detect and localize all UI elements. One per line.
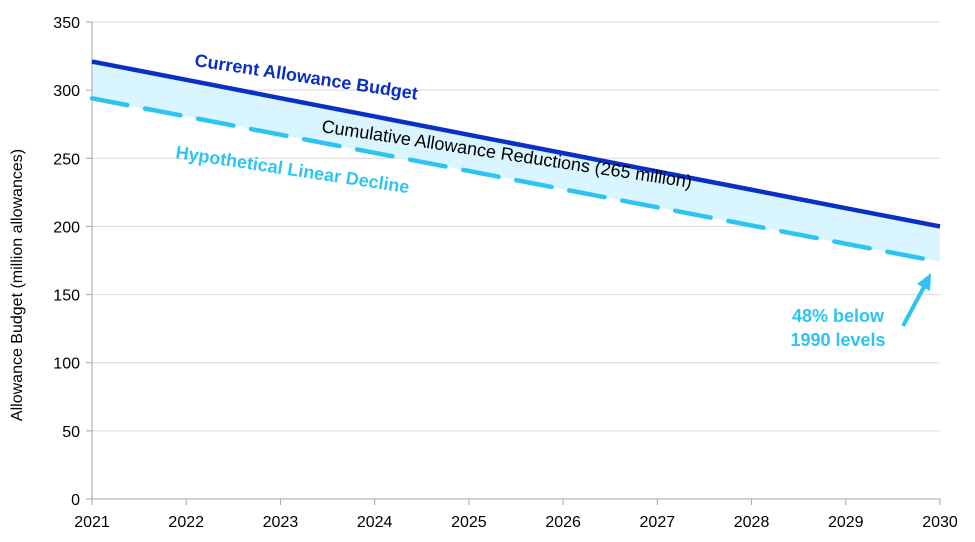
- y-axis-label: Allowance Budget (million allowances): [9, 149, 26, 421]
- annotation-line-1: 48% below: [792, 306, 885, 326]
- cumulative-reduction-band: [92, 61, 940, 262]
- x-tick-label: 2025: [451, 514, 487, 531]
- x-tick-label: 2022: [168, 514, 204, 531]
- y-tick-label: 150: [53, 288, 80, 305]
- y-tick-label: 250: [53, 151, 80, 168]
- x-tick-label: 2021: [74, 514, 110, 531]
- series-line-current: [91, 59, 941, 229]
- y-tick-label: 350: [53, 15, 80, 32]
- series-line-hypothetical: [89, 96, 943, 265]
- x-tick-label: 2026: [545, 514, 581, 531]
- axes: 0 50 100 150 200 250 300 350 2021 2022 2023 2024 202…: [53, 15, 958, 531]
- x-tick-label: 2028: [734, 514, 770, 531]
- y-tick-label: 50: [62, 424, 80, 441]
- y-tick-label: 0: [71, 492, 80, 509]
- annotation-line-2: 1990 levels: [790, 330, 885, 350]
- x-tick-label: 2024: [357, 514, 393, 531]
- y-tick-label: 100: [53, 356, 80, 373]
- x-tick-label: 2023: [263, 514, 299, 531]
- annotation-arrow: [901, 273, 931, 327]
- x-tick-label: 2030: [922, 514, 958, 531]
- series-lines: [89, 59, 943, 265]
- y-tick-label: 200: [53, 219, 80, 236]
- y-tick-label: 300: [53, 83, 80, 100]
- x-tick-label: 2027: [640, 514, 676, 531]
- x-tick-label: 2029: [828, 514, 864, 531]
